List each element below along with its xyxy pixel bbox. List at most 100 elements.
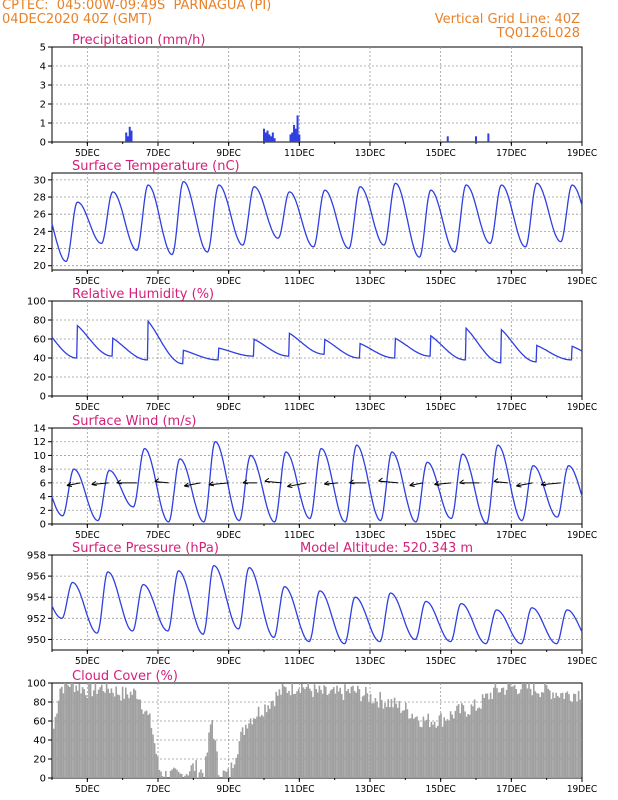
wind-arrow-head: [324, 480, 330, 486]
cloud-bar: [525, 683, 527, 778]
cloud-bar: [494, 683, 497, 778]
cloud-bar: [241, 727, 244, 778]
precip-bar: [487, 133, 490, 142]
cloud-bar: [411, 713, 413, 778]
cloud-bar: [577, 690, 580, 778]
cloud-bar: [473, 699, 476, 778]
cloud-bar: [377, 707, 380, 778]
cloud-bar: [222, 770, 225, 778]
cloud-bar: [61, 686, 63, 778]
cloud-bar: [469, 714, 471, 778]
cloud-bar: [566, 691, 569, 778]
cloud-bar: [54, 716, 57, 778]
cloud-bar: [387, 699, 389, 778]
cloud-bar: [237, 754, 239, 778]
rh-xtick-label: 17DEC: [496, 402, 526, 413]
wind-arrow-head: [493, 478, 500, 484]
cloud-bar: [121, 686, 124, 778]
cloud-bar: [251, 724, 253, 778]
cloud-bar: [56, 713, 58, 778]
temp-title: Surface Temperature (nC): [72, 159, 240, 174]
cloud-bar: [256, 716, 258, 778]
wind-arrow-head: [66, 482, 73, 487]
cloud-bar: [283, 686, 285, 778]
cloud-bar: [449, 711, 452, 778]
wind-series-line: [51, 440, 583, 524]
wind-arrow-head: [91, 481, 97, 486]
cloud-bar: [429, 727, 431, 778]
cloud-bar: [529, 688, 532, 778]
cloud-bar: [129, 691, 132, 778]
wind-xtick-label: 9DEC: [216, 530, 241, 541]
pressure-frame: [51, 554, 583, 651]
cloud-bar: [173, 767, 175, 778]
pressure-xtick-label: 19DEC: [567, 656, 597, 667]
cloud-bar: [257, 706, 260, 778]
wind-ytick-label: 2: [40, 506, 46, 517]
cloud-bar: [169, 770, 172, 778]
cloud-bar: [117, 694, 119, 778]
cloud-bar: [501, 688, 503, 778]
cloud-bar: [326, 694, 329, 778]
cloud-bar: [395, 703, 397, 778]
cloud-bar: [86, 697, 89, 778]
precip-bar: [289, 134, 292, 142]
cloud-ytick-label: 100: [27, 679, 46, 690]
cloud-bar: [510, 686, 513, 778]
precip-bar: [263, 128, 265, 142]
cloud-bar: [361, 696, 364, 778]
cloud-bar: [360, 701, 362, 778]
rh-frame: [51, 300, 583, 397]
cloud-bar: [269, 708, 271, 778]
cloud-bar: [355, 692, 357, 778]
pressure-ytick-label: 952: [27, 614, 46, 625]
cloud-bar: [451, 714, 453, 778]
cloud-bar: [440, 713, 442, 778]
wind-arrow: [516, 482, 533, 487]
cloud-bar: [53, 728, 55, 778]
cloud-bar: [62, 693, 65, 778]
cloud-bar: [149, 713, 151, 778]
cloud-bar: [472, 706, 474, 778]
cloud-bar: [459, 713, 461, 778]
cloud-bar: [385, 706, 388, 778]
wind-arrow-head: [516, 482, 522, 488]
cloud-bar: [275, 691, 277, 778]
rh-ytick-label: 100: [27, 297, 46, 308]
cloud-bar: [137, 699, 140, 778]
temp-xtick-label: 9DEC: [216, 276, 241, 287]
cloud-bar: [85, 695, 87, 778]
cloud-bar: [190, 765, 193, 778]
cloud-bar: [200, 769, 202, 778]
cloud-bar: [461, 703, 463, 778]
cloud-bar: [230, 762, 233, 778]
cloud-bar: [379, 691, 381, 778]
cloud-bar: [158, 769, 161, 778]
cloud-bar: [69, 686, 71, 778]
cloud-xtick-label: 7DEC: [146, 784, 171, 795]
precip-xtick-label: 7DEC: [146, 148, 171, 159]
cloud-bar: [363, 695, 365, 778]
cloud-bar: [209, 724, 212, 778]
cloud-bar: [382, 708, 385, 778]
cloud-bar: [512, 686, 514, 778]
temp-xtick-label: 7DEC: [146, 276, 171, 287]
cloud-bar: [123, 698, 125, 778]
cloud-bar: [227, 768, 229, 778]
cloud-bar: [302, 687, 305, 778]
header-grid-note: Vertical Grid Line: 40Z: [434, 12, 580, 27]
cloud-bar: [254, 718, 257, 778]
cloud-xtick-label: 5DEC: [75, 784, 100, 795]
cloud-bar: [97, 689, 100, 778]
precip-bar: [271, 132, 274, 142]
cloud-bar: [323, 685, 325, 778]
cloud-bar: [272, 700, 274, 778]
cloud-bar: [544, 683, 546, 778]
temp-ytick-label: 28: [33, 193, 46, 204]
cloud-bar: [381, 699, 383, 778]
cloud-bar: [448, 720, 450, 778]
cloud-bar: [397, 707, 399, 778]
cloud-bar: [101, 684, 103, 778]
cloud-bar: [400, 712, 402, 778]
cloud-bar: [235, 757, 237, 778]
